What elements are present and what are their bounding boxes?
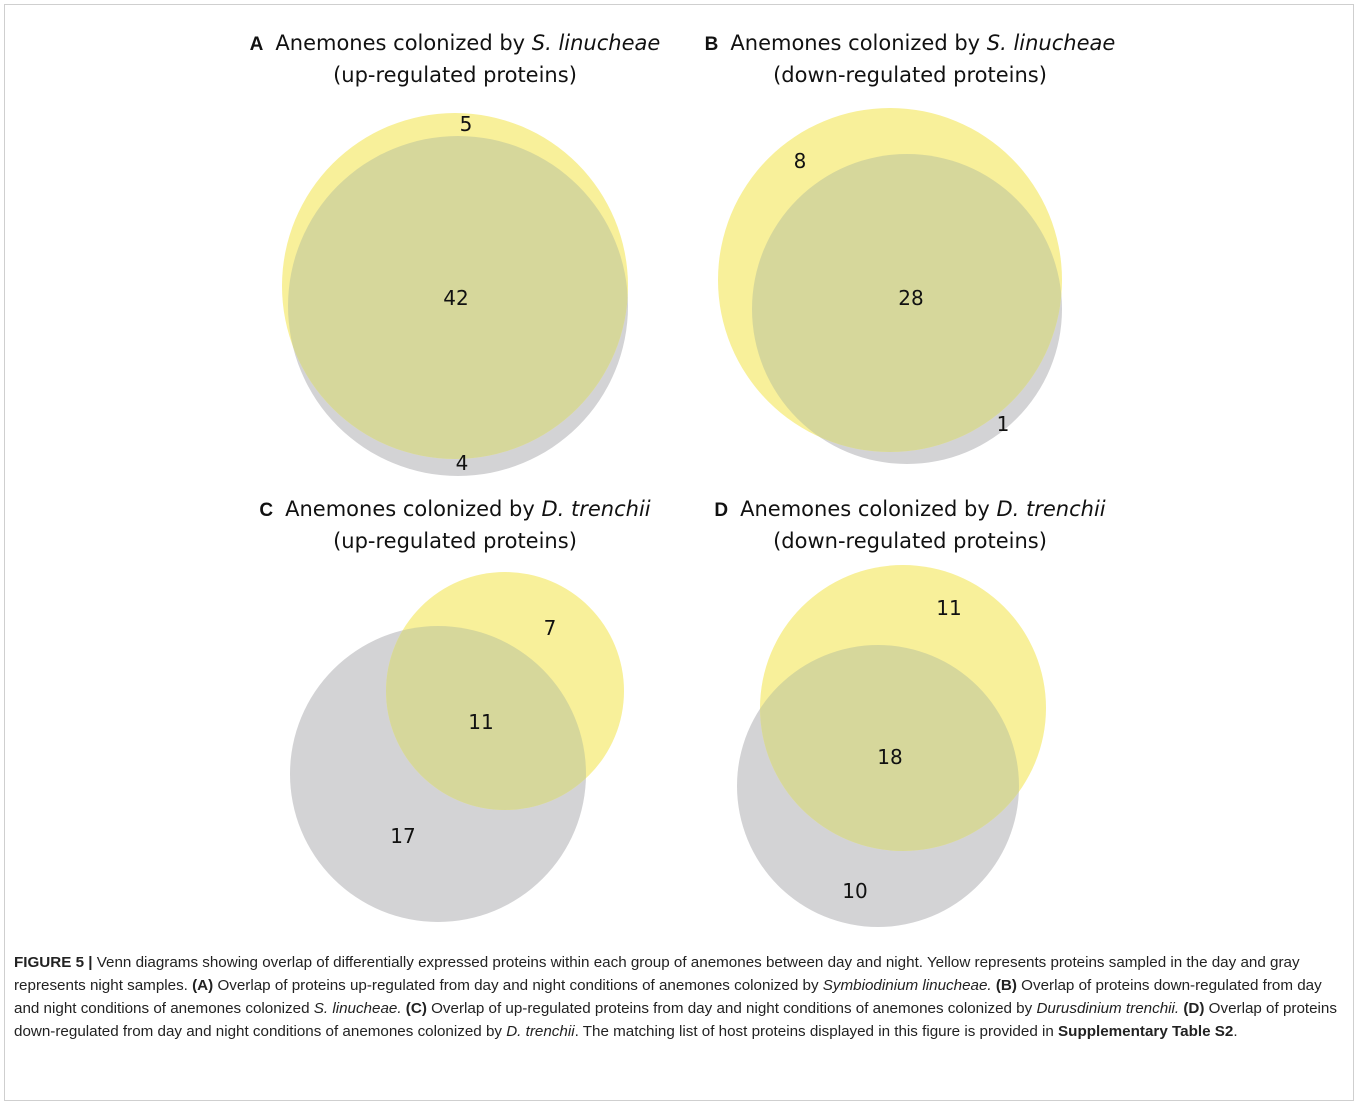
caption-text-6: Overlap of up-regulated proteins from da… — [426, 1000, 1037, 1017]
venn-b-night-count: 1 — [997, 412, 1010, 436]
venn-d-day-count: 11 — [936, 596, 961, 620]
panel-b-title: B Anemones colonized by S. linucheae (dow… — [680, 28, 1140, 91]
venn-d-both-count: 18 — [877, 745, 902, 769]
caption-text-9: . The matching list of host proteins dis… — [574, 1023, 1059, 1040]
caption-supplementary: Supplementary Table S2 — [1058, 1023, 1234, 1040]
panel-c-species: D. trenchii — [541, 497, 651, 521]
caption-text-2: Overlap of proteins up-regulated from da… — [213, 977, 823, 994]
panel-d-title-text: Anemones colonized by — [740, 497, 997, 521]
panel-a-species: S. linucheae — [531, 31, 661, 55]
venn-c-overlap — [386, 626, 586, 810]
panel-c-title: C Anemones colonized by D. trenchii (up-r… — [230, 494, 680, 557]
venn-c-night-count: 17 — [390, 824, 415, 848]
venn-a-both-count: 42 — [443, 286, 468, 310]
figure-frame — [4, 4, 1354, 1101]
venn-c: 7 11 17 — [290, 572, 624, 922]
venn-b-both-count: 28 — [898, 286, 923, 310]
caption-text-8: Overlap of proteins down-regulated from … — [14, 1000, 1337, 1040]
panel-d-letter: D — [714, 500, 729, 521]
panel-d-subtitle: (down-regulated proteins) — [773, 529, 1047, 553]
caption-label-d: (D) — [1183, 1000, 1205, 1017]
venn-c-day-count: 7 — [544, 616, 557, 640]
venn-b-day-count: 8 — [794, 149, 807, 173]
caption-species-d: D. trenchii — [506, 1023, 575, 1040]
figure-label: FIGURE 5 | — [14, 954, 93, 971]
venn-a-day-count: 5 — [460, 112, 473, 136]
venn-d-night-count: 10 — [842, 879, 867, 903]
panel-c-title-text: Anemones colonized by — [285, 497, 542, 521]
panel-b-species: S. linucheae — [986, 31, 1116, 55]
panel-a-subtitle: (up-regulated proteins) — [333, 63, 577, 87]
panel-c-subtitle: (up-regulated proteins) — [333, 529, 577, 553]
caption-text-4: Overlap of proteins down-regulated from … — [14, 977, 1322, 1017]
panel-a-title-text: Anemones colonized by — [275, 31, 532, 55]
panel-a-title: A Anemones colonized by S. linucheae (up-… — [230, 28, 680, 91]
venn-d: 11 18 10 — [737, 565, 1046, 927]
caption-label-c: (C) — [405, 1000, 427, 1017]
caption-species-c: Durusdinium trenchii. — [1036, 1000, 1180, 1017]
caption-text-10: . — [1233, 1023, 1238, 1040]
venn-diagrams: 5 42 4 8 28 1 7 11 17 11 18 10 — [282, 108, 1062, 927]
panel-d-title: D Anemones colonized by D. trenchii (down… — [680, 494, 1140, 557]
venn-d-overlap — [760, 645, 1019, 851]
caption-label-a: (A) — [192, 977, 214, 994]
caption-species-a: Symbiodinium linucheae. — [822, 977, 992, 994]
panel-a-letter: A — [249, 34, 264, 55]
panel-b-subtitle: (down-regulated proteins) — [773, 63, 1047, 87]
panel-c-letter: C — [259, 500, 274, 521]
caption-species-b: S. linucheae. — [313, 1000, 402, 1017]
caption-label-b: (B) — [995, 977, 1017, 994]
venn-a-overlap — [288, 136, 628, 459]
venn-c-both-count: 11 — [468, 710, 493, 734]
panel-b-title-text: Anemones colonized by — [730, 31, 987, 55]
panel-b-letter: B — [704, 34, 719, 55]
panel-d-species: D. trenchii — [996, 497, 1106, 521]
venn-a: 5 42 4 — [282, 112, 628, 476]
venn-a-night-count: 4 — [456, 451, 469, 475]
venn-b: 8 28 1 — [718, 108, 1062, 464]
venn-b-overlap — [752, 154, 1062, 452]
caption-text-1: Venn diagrams showing overlap of differe… — [14, 954, 1300, 994]
figure-caption: FIGURE 5 | Venn diagrams showing overlap… — [14, 951, 1346, 1043]
